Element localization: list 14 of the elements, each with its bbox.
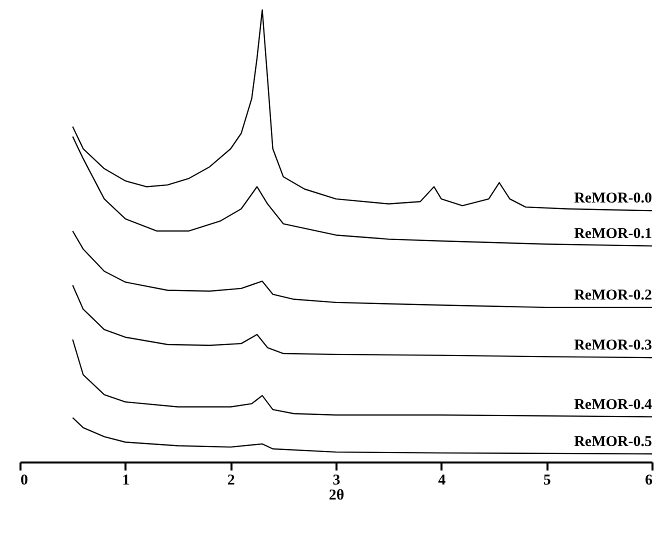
series-label: ReMOR-0.3 xyxy=(574,338,652,354)
x-tick-label: 2 xyxy=(227,472,235,488)
x-tick-label: 0 xyxy=(20,472,28,488)
series-label: ReMOR-0.0 xyxy=(574,190,652,207)
x-tick-label: 4 xyxy=(438,472,446,488)
x-tick-label: 5 xyxy=(543,472,551,488)
x-tick-label: 1 xyxy=(122,472,130,488)
series-label: ReMOR-0.5 xyxy=(574,434,652,450)
x-axis-title: 2θ xyxy=(328,488,344,504)
x-tick-label: 6 xyxy=(645,472,653,488)
x-tick-label: 3 xyxy=(332,472,340,488)
series-label: ReMOR-0.1 xyxy=(574,226,652,242)
series-label: ReMOR-0.2 xyxy=(574,287,652,304)
series-label: ReMOR-0.4 xyxy=(574,396,652,413)
